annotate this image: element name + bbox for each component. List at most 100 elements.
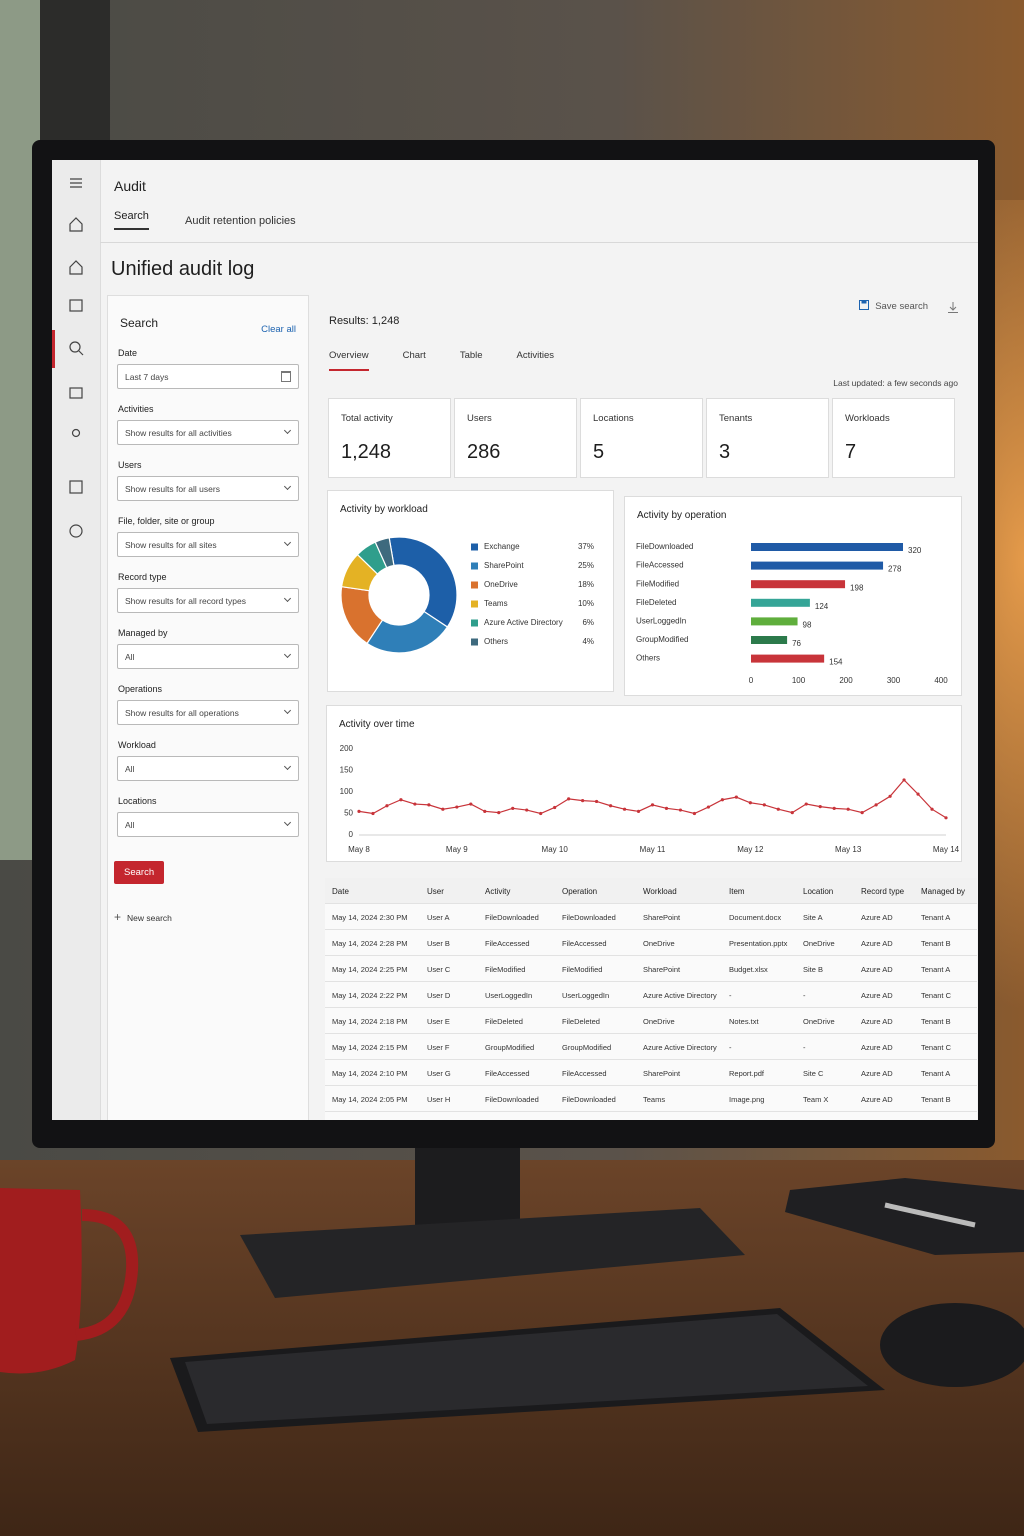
menu-icon[interactable] [70,178,82,188]
point [441,807,445,811]
dropdown[interactable]: Show results for all users [117,476,299,501]
table-cell: OneDrive [803,939,835,948]
stand-base [240,1208,745,1298]
table-row[interactable]: May 14, 2024 2:22 PM User D UserLoggedIn Us… [325,982,977,1008]
x-tick-label: 100 [792,676,806,685]
table-row[interactable]: May 14, 2024 2:05 PM User H FileDownloaded… [325,1086,977,1112]
table-cell: FileAccessed [485,1069,530,1078]
field-label: File, folder, site or group [118,516,215,526]
table-row[interactable]: May 14, 2024 2:30 PM User A FileDownloaded… [325,904,977,930]
policy-icon[interactable] [69,480,83,494]
table-row[interactable]: May 14, 2024 2:25 PM User C FileModified Fi… [325,956,977,982]
kpi-card: Locations 5 [580,398,703,478]
table-row[interactable]: May 14, 2024 2:28 PM User B FileAccessed Fi… [325,930,977,956]
users-icon[interactable] [71,428,81,438]
dropdown[interactable]: All [117,812,299,837]
result-tab[interactable]: Activities [516,350,555,361]
tab[interactable]: Search [114,210,149,230]
pie-slice [374,537,395,569]
results-count: Results: 1,248 [329,315,400,327]
point [818,805,822,809]
point [874,803,878,807]
x-tick-label: May 14 [933,845,960,854]
y-tick-label: 150 [340,766,354,775]
dropdown-value: Show results for all record types [125,596,246,606]
kpi-value: 1,248 [341,441,392,463]
result-tab[interactable]: Chart [402,350,426,361]
kpi-value: 5 [593,441,605,463]
column-header: Location [803,887,834,896]
data-label: 37% [578,542,594,551]
table-cell: Tenant B [921,939,951,948]
result-tab[interactable]: Overview [329,350,369,371]
download[interactable] [948,300,958,318]
table-cell: Site A [803,913,823,922]
mail-icon[interactable] [69,387,83,399]
app-title: Audit [114,178,146,194]
point [846,807,850,811]
data-label: 18% [578,580,594,589]
table-cell: Site C [803,1069,824,1078]
table-row[interactable]: May 14, 2024 2:10 PM User G FileAccessed Fi… [325,1060,977,1086]
legend-label: Azure Active Directory [484,618,563,627]
legend-label: SharePoint [484,561,524,570]
category-label: FileAccessed [636,561,684,570]
table-cell: Teams [643,1095,666,1104]
search-panel: Search Clear all Search New search Date L… [107,295,309,1120]
chart-title: Activity by operation [637,510,727,521]
dropdown[interactable]: Last 7 days [117,364,299,389]
new-search-link[interactable]: New search [114,910,172,924]
dropdown[interactable]: All [117,644,299,669]
chart-title: Activity over time [339,719,415,730]
column-header: Item [729,887,745,896]
dropdown-value: Show results for all operations [125,708,239,718]
table-cell: - [729,1043,732,1052]
table-cell: May 14, 2024 2:22 PM [332,991,408,1000]
column-header: Date [332,887,349,896]
info-icon[interactable] [69,524,83,538]
dropdown[interactable]: Show results for all operations [117,700,299,725]
x-tick-label: May 9 [446,845,468,854]
table-row[interactable]: May 14, 2024 2:18 PM User E FileDeleted Fil… [325,1008,977,1034]
table-cell: Tenant C [921,991,952,1000]
table-cell: Tenant C [921,1043,952,1052]
field-label: Managed by [118,628,168,638]
table-cell: - [803,991,806,1000]
column-header: Workload [643,887,677,896]
table-cell: OneDrive [803,1017,835,1026]
table-cell: Document.docx [729,913,782,922]
point [944,816,948,820]
point [608,804,613,808]
dropdown[interactable]: Show results for all sites [117,532,299,557]
x-tick-label: 0 [749,676,754,685]
dropdown[interactable]: All [117,756,299,781]
search-icon[interactable] [69,341,81,353]
table-cell: Report.pdf [729,1069,765,1078]
point [413,802,417,806]
table-cell: May 14, 2024 2:15 PM [332,1043,408,1052]
table-cell: FileDeleted [562,1017,600,1026]
dropdown[interactable]: Show results for all record types [117,588,299,613]
table-cell: Azure AD [861,939,893,948]
legend-label: Others [484,637,508,646]
point [399,798,403,802]
reports-icon[interactable] [69,299,83,312]
table-row[interactable]: May 14, 2024 2:15 PM User F GroupModified G… [325,1034,977,1060]
point [427,803,431,807]
save-icon [859,300,870,310]
home-icon[interactable] [69,217,83,232]
save-search[interactable]: Save search [859,300,928,312]
data-label: 278 [888,565,902,574]
field-label: Date [118,348,138,358]
result-tab[interactable]: Table [459,350,483,361]
tab[interactable]: Audit retention policies [185,215,296,227]
home-icon[interactable] [69,260,83,275]
dropdown[interactable]: Show results for all activities [117,420,299,445]
data-label: 98 [803,621,812,630]
search-button[interactable]: Search [114,861,165,884]
screen: Audit Search Audit retention policies Un… [52,160,978,1120]
data-label: 154 [829,658,843,667]
clear-link[interactable]: Clear all [261,324,296,335]
point [594,799,599,804]
active-indicator [52,330,55,368]
